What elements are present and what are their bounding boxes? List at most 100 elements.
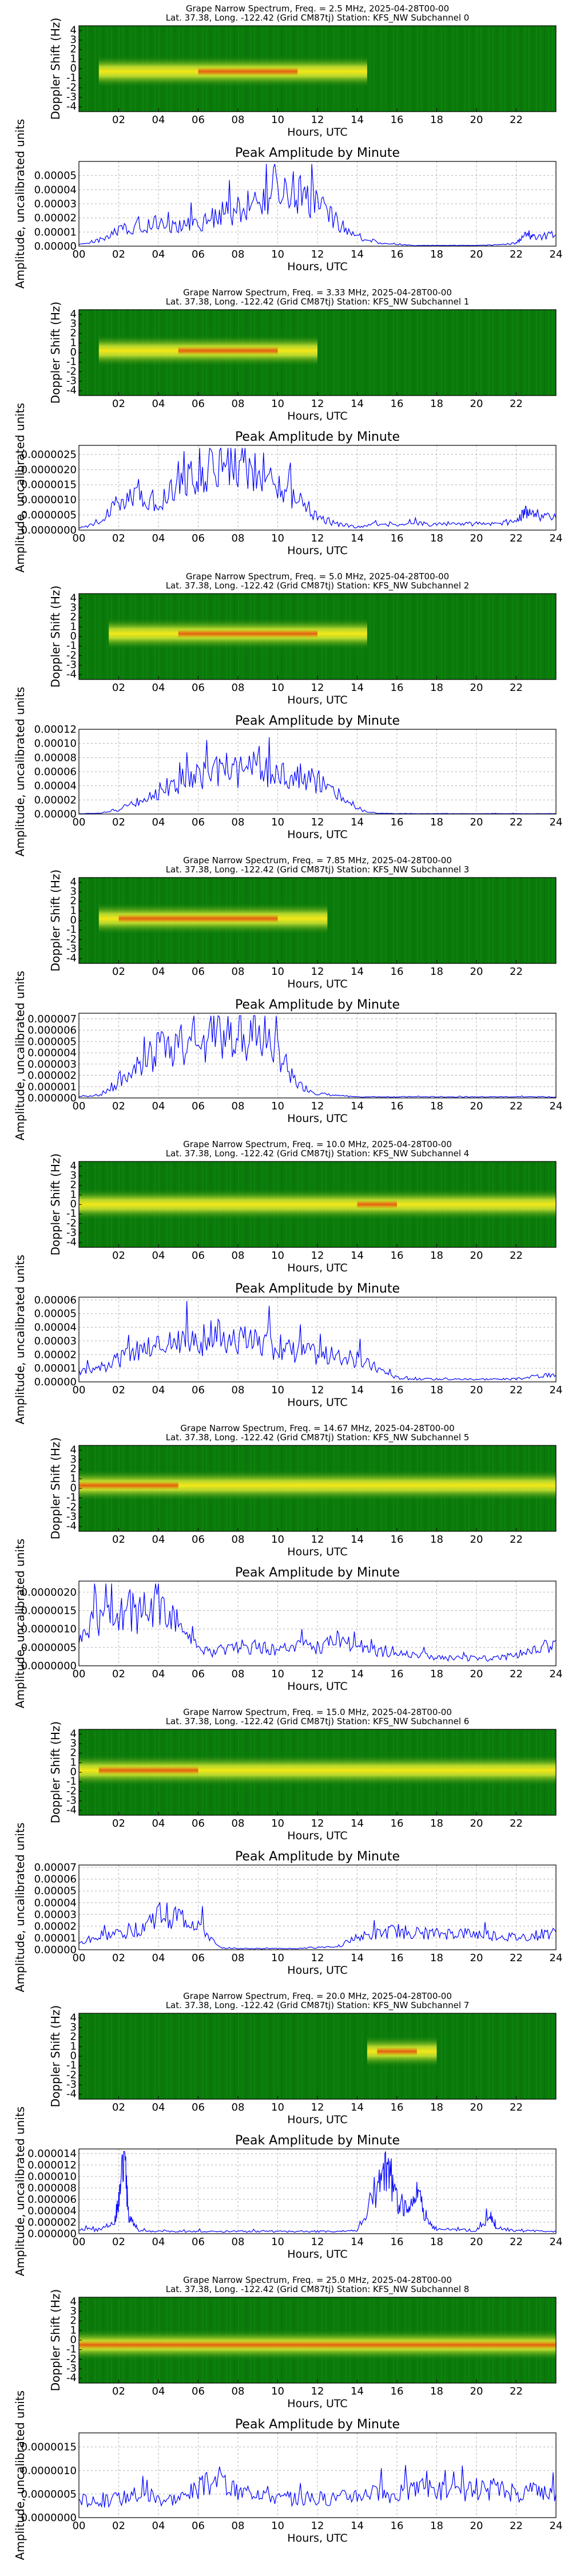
spectrogram-ytick-label: 4 [70, 1728, 77, 1740]
amplitude-ytick-label: 0.0000005 [21, 1642, 77, 1654]
spectrogram-texture [552, 310, 554, 396]
spectrogram-ytick-label: -2 [66, 365, 77, 377]
spectrogram-texture [289, 2013, 291, 2099]
spectrogram-texture [516, 310, 518, 396]
spectrogram-texture [102, 594, 104, 679]
spectrogram-texture [353, 310, 355, 396]
spectrogram-ytick-label: 4 [70, 876, 77, 888]
amplitude-ytick-label: 0.00002 [34, 794, 77, 806]
spectrogram-ytick-label: 0 [70, 1198, 77, 1210]
amplitude-title: Peak Amplitude by Minute [235, 1282, 400, 1296]
amplitude-xtick-label: 06 [192, 2520, 205, 2532]
amplitude-xtick-label: 18 [430, 1668, 443, 1680]
spectrogram-xtick-label: 22 [510, 2385, 523, 2397]
amplitude-xlabel: Hours, UTC [287, 2248, 347, 2261]
spectrogram-xtick-label: 16 [391, 966, 404, 978]
spectrogram-texture [420, 594, 422, 679]
spectrogram-ytick-label: 0 [70, 1482, 77, 1494]
spectrogram-ytick-label: -4 [66, 101, 77, 113]
amplitude-xtick-label: 04 [152, 2520, 165, 2532]
spectrogram-texture [94, 878, 96, 963]
amplitude-xtick-label: 24 [550, 1384, 563, 1396]
amplitude-ytick-label: 0.00004 [34, 184, 77, 196]
amplitude-ylabel: Amplitude, uncalibrated units [13, 687, 27, 856]
amplitude-xtick-label: 00 [73, 1100, 86, 1112]
spectrogram-xtick-label: 04 [152, 2101, 165, 2113]
amplitude-xtick-label: 08 [232, 1668, 245, 1680]
spectrogram-xtick-label: 16 [391, 682, 404, 694]
spectrogram-xtick-label: 14 [351, 2101, 364, 2113]
spectrogram-ytick-label: -4 [66, 669, 77, 681]
spectrogram-signal-peak [198, 68, 298, 76]
spectrogram-texture [436, 26, 438, 112]
spectrogram-texture [416, 594, 418, 679]
spectrogram-texture [548, 26, 550, 112]
spectrogram-xlabel: Hours, UTC [287, 1830, 347, 1842]
amplitude-ytick-label: 0.0000005 [21, 509, 77, 521]
spectrogram-ytick-label: -1 [66, 2060, 77, 2072]
spectrogram-xtick-label: 10 [271, 1534, 284, 1546]
spectrogram-texture [82, 26, 84, 112]
amplitude-ytick-label: 0.00004 [34, 1322, 77, 1334]
spectrogram-ytick-label: -2 [66, 1785, 77, 1797]
amplitude-xlabel: Hours, UTC [287, 260, 347, 273]
spectrogram-ytick-label: 2 [70, 1463, 77, 1475]
spectrogram-texture [524, 2013, 526, 2099]
amplitude-ytick-label: 0.0000015 [21, 479, 77, 491]
spectrogram-texture [528, 26, 530, 112]
amplitude-title: Peak Amplitude by Minute [235, 2417, 400, 2432]
amplitude-xtick-label: 04 [152, 1100, 165, 1112]
spectrogram-texture [404, 594, 406, 679]
spectrogram-texture [353, 878, 355, 963]
spectrogram-ytick-label: -4 [66, 1236, 77, 1249]
spectrogram-texture [114, 2013, 116, 2099]
spectrogram-xtick-label: 20 [470, 2101, 483, 2113]
amplitude-xtick-label: 06 [192, 248, 205, 260]
amplitude-xtick-label: 16 [391, 2236, 404, 2248]
amplitude-xtick-label: 06 [192, 1384, 205, 1396]
spectrogram-panel-0: Grape Narrow Spectrum, Freq. = 2.5 MHz, … [49, 3, 557, 139]
spectrogram-texture [544, 594, 546, 679]
spectrogram-ytick-label: -1 [66, 72, 77, 84]
spectrogram-texture [94, 26, 96, 112]
spectrogram-ytick-label: 4 [70, 592, 77, 604]
spectrogram-title: Grape Narrow Spectrum, Freq. = 25.0 MHz,… [183, 2275, 452, 2285]
spectrogram-texture [341, 310, 343, 396]
spectrogram-ytick-label: -4 [66, 2088, 77, 2100]
spectrogram-texture [460, 594, 462, 679]
spectrogram-xtick-label: 12 [311, 1534, 324, 1546]
spectrogram-ytick-label: 2 [70, 611, 77, 623]
amplitude-xlabel: Hours, UTC [287, 544, 347, 557]
spectrogram-ylabel: Doppler Shift (Hz) [49, 870, 62, 971]
spectrogram-texture [488, 594, 490, 679]
amplitude-xtick-label: 06 [192, 816, 205, 828]
amplitude-xtick-label: 22 [510, 816, 523, 828]
spectrogram-subtitle: Lat. 37.38, Long. -122.42 (Grid CM87tj) … [166, 580, 470, 591]
spectrogram-texture [182, 2013, 184, 2099]
spectrogram-ytick-label: 2 [70, 1747, 77, 1759]
spectrogram-texture [369, 594, 371, 679]
spectrogram-texture [206, 2013, 208, 2099]
amplitude-background [79, 1581, 556, 1666]
amplitude-xtick-label: 16 [391, 1100, 404, 1112]
spectrogram-texture [377, 594, 379, 679]
amplitude-ytick-label: 0.000000 [27, 2228, 77, 2240]
spectrogram-ytick-label: 1 [70, 1472, 77, 1484]
spectrogram-texture [86, 310, 88, 396]
spectrogram-texture [408, 594, 410, 679]
spectrogram-texture [130, 2013, 132, 2099]
amplitude-frame [78, 1581, 557, 1666]
amplitude-xtick-label: 22 [510, 2520, 523, 2532]
spectrogram-texture [416, 310, 418, 396]
amplitude-ytick-label: 0.000004 [27, 1047, 77, 1059]
spectrogram-texture [444, 26, 446, 112]
amplitude-xtick-label: 12 [311, 816, 324, 828]
spectrogram-texture [520, 2013, 522, 2099]
spectrogram-texture [400, 26, 402, 112]
spectrogram-ytick-label: -1 [66, 356, 77, 368]
spectrogram-ylabel: Doppler Shift (Hz) [49, 1153, 62, 1255]
amplitude-xtick-label: 12 [311, 1952, 324, 1964]
spectrogram-texture [321, 2013, 323, 2099]
spectrogram-xtick-label: 22 [510, 1818, 523, 1830]
